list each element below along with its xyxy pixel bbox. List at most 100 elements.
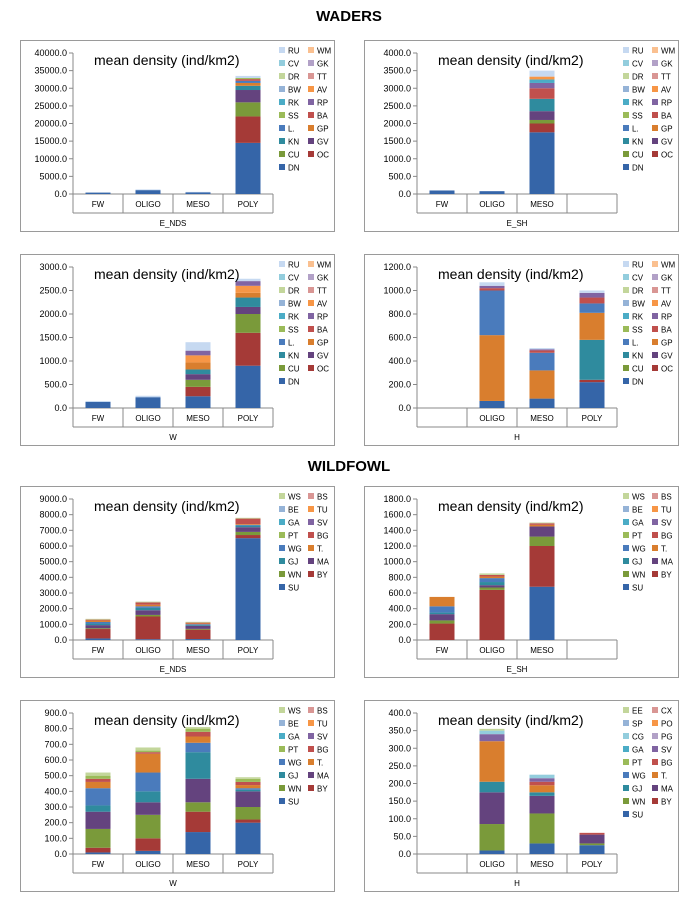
legend-swatch-BE <box>623 506 629 512</box>
legend-swatch-BS <box>308 493 314 499</box>
legend-swatch-OC <box>308 365 314 371</box>
bar-segment-CG <box>529 774 555 779</box>
legend-swatch-GJ <box>623 558 629 564</box>
y-tick-label: 0.0 <box>54 635 67 645</box>
x-tick-label: OLIGO <box>135 200 160 209</box>
legend-label: WM <box>317 47 332 56</box>
legend-label: WM <box>661 47 676 56</box>
legend-label: RU <box>632 261 644 270</box>
bar-segment-SU <box>235 822 261 854</box>
bar-segment-RU <box>185 191 211 193</box>
legend-label: BY <box>661 798 672 807</box>
bar-segment-T. <box>135 604 161 607</box>
bar-segment-CU <box>235 102 261 117</box>
legend-swatch-CU <box>623 365 629 371</box>
legend-label: CX <box>661 707 673 716</box>
y-tick-label: 200.0 <box>44 818 67 828</box>
y-tick-label: 800.0 <box>388 309 411 319</box>
bar-segment-GP <box>479 335 505 401</box>
legend-label: GA <box>288 519 300 528</box>
bar-segment-GJ <box>135 791 161 803</box>
bar-segment-GP <box>529 370 555 399</box>
x-tick-label: MESO <box>530 414 554 423</box>
chart-svg: 0.0 100.0 200.0 300.0 400.0 500.0 600.0 700.0 80… <box>44 707 330 889</box>
legend-label: SU <box>288 584 299 593</box>
legend-swatch-TU <box>308 720 314 726</box>
x-tick-label: FW <box>92 200 105 209</box>
bar-segment-OC <box>235 332 261 366</box>
bar-segment-CU <box>185 379 211 387</box>
bar-segment-BG <box>579 832 605 835</box>
legend-swatch-WM <box>652 47 658 53</box>
legend-label: AV <box>317 86 328 95</box>
legend-swatch-WM <box>308 261 314 267</box>
bar-segment-RP <box>579 292 605 298</box>
legend-label: DR <box>632 73 644 82</box>
chart-title: mean density (ind/km2) <box>94 498 240 514</box>
y-tick-label: 600.0 <box>388 333 411 343</box>
legend-label: WG <box>632 772 646 781</box>
legend-swatch-BG <box>652 532 658 538</box>
y-tick-label: 1200.0 <box>383 262 411 272</box>
legend-swatch-WG <box>279 759 285 765</box>
legend-label: BG <box>661 759 673 768</box>
legend-label: TT <box>661 287 671 296</box>
bar-segment-SU <box>135 639 161 640</box>
bar-segment-KN <box>235 297 261 307</box>
legend-label: DN <box>288 378 300 387</box>
y-tick-label: 2000.0 <box>39 309 67 319</box>
y-tick-label: 2500.0 <box>383 101 411 111</box>
legend-swatch-BA <box>308 112 314 118</box>
legend-label: PT <box>288 532 298 541</box>
legend-swatch-AV <box>652 86 658 92</box>
x-axis-label: H <box>514 879 520 888</box>
legend-label: WS <box>288 493 301 502</box>
legend-label: CU <box>632 365 644 374</box>
bar-segment-DN <box>579 382 605 408</box>
legend-label: GK <box>661 274 673 283</box>
bar-segment-SU <box>529 843 555 854</box>
legend-swatch-DR <box>279 73 285 79</box>
bar-segment-RU <box>579 290 605 293</box>
bar-segment-DN <box>529 132 555 194</box>
bar-segment-RU <box>135 395 161 398</box>
y-tick-label: 8000.0 <box>39 510 67 520</box>
legend-label: CU <box>288 365 300 374</box>
legend-label: BW <box>288 300 301 309</box>
bar-segment-RU <box>235 278 261 282</box>
bar-segment-RU <box>135 189 161 191</box>
legend-label: CU <box>632 151 644 160</box>
bar-segment-MA <box>185 778 211 803</box>
bar-segment-GJ <box>529 792 555 796</box>
legend-label: MA <box>661 558 674 567</box>
bar-segment-SU <box>579 845 605 854</box>
y-tick-label: 800.0 <box>388 572 411 582</box>
bar-segment-BG <box>529 523 555 525</box>
bar-segment-GJ <box>85 623 111 626</box>
legend-swatch-T. <box>652 772 658 778</box>
bar-segment-T. <box>429 596 455 607</box>
y-tick-label: 800.0 <box>44 724 67 734</box>
legend-label: MA <box>317 772 330 781</box>
chart-wildfowl-e-nds: 0.0 1000.0 2000.0 3000.0 4000.0 5000.0 6000.0 7… <box>20 486 335 678</box>
y-tick-label: 500.0 <box>44 771 67 781</box>
legend-swatch-BW <box>279 300 285 306</box>
bar-segment-WG <box>235 524 261 526</box>
bar-segment-WS <box>479 573 505 575</box>
y-tick-label: 2500.0 <box>39 286 67 296</box>
legend-label: KN <box>632 138 643 147</box>
legend-swatch-MA <box>652 785 658 791</box>
bar-segment-MA <box>479 792 505 825</box>
chart-svg: 0.0 500.0 1000.0 1500.0 2000.0 2500.0 3000.0 FW… <box>39 261 331 443</box>
bar-segment-DN <box>135 397 161 408</box>
y-tick-label: 1000.0 <box>383 286 411 296</box>
legend-swatch-L. <box>279 339 285 345</box>
legend-label: BA <box>661 326 672 335</box>
legend-label: WG <box>288 759 302 768</box>
bar-segment-MA <box>529 526 555 537</box>
bar-segment-GP <box>235 82 261 86</box>
legend-swatch-SV <box>652 519 658 525</box>
x-axis-label: H <box>514 433 520 442</box>
legend-label: GJ <box>632 558 642 567</box>
bar-segment-PT <box>185 728 211 732</box>
